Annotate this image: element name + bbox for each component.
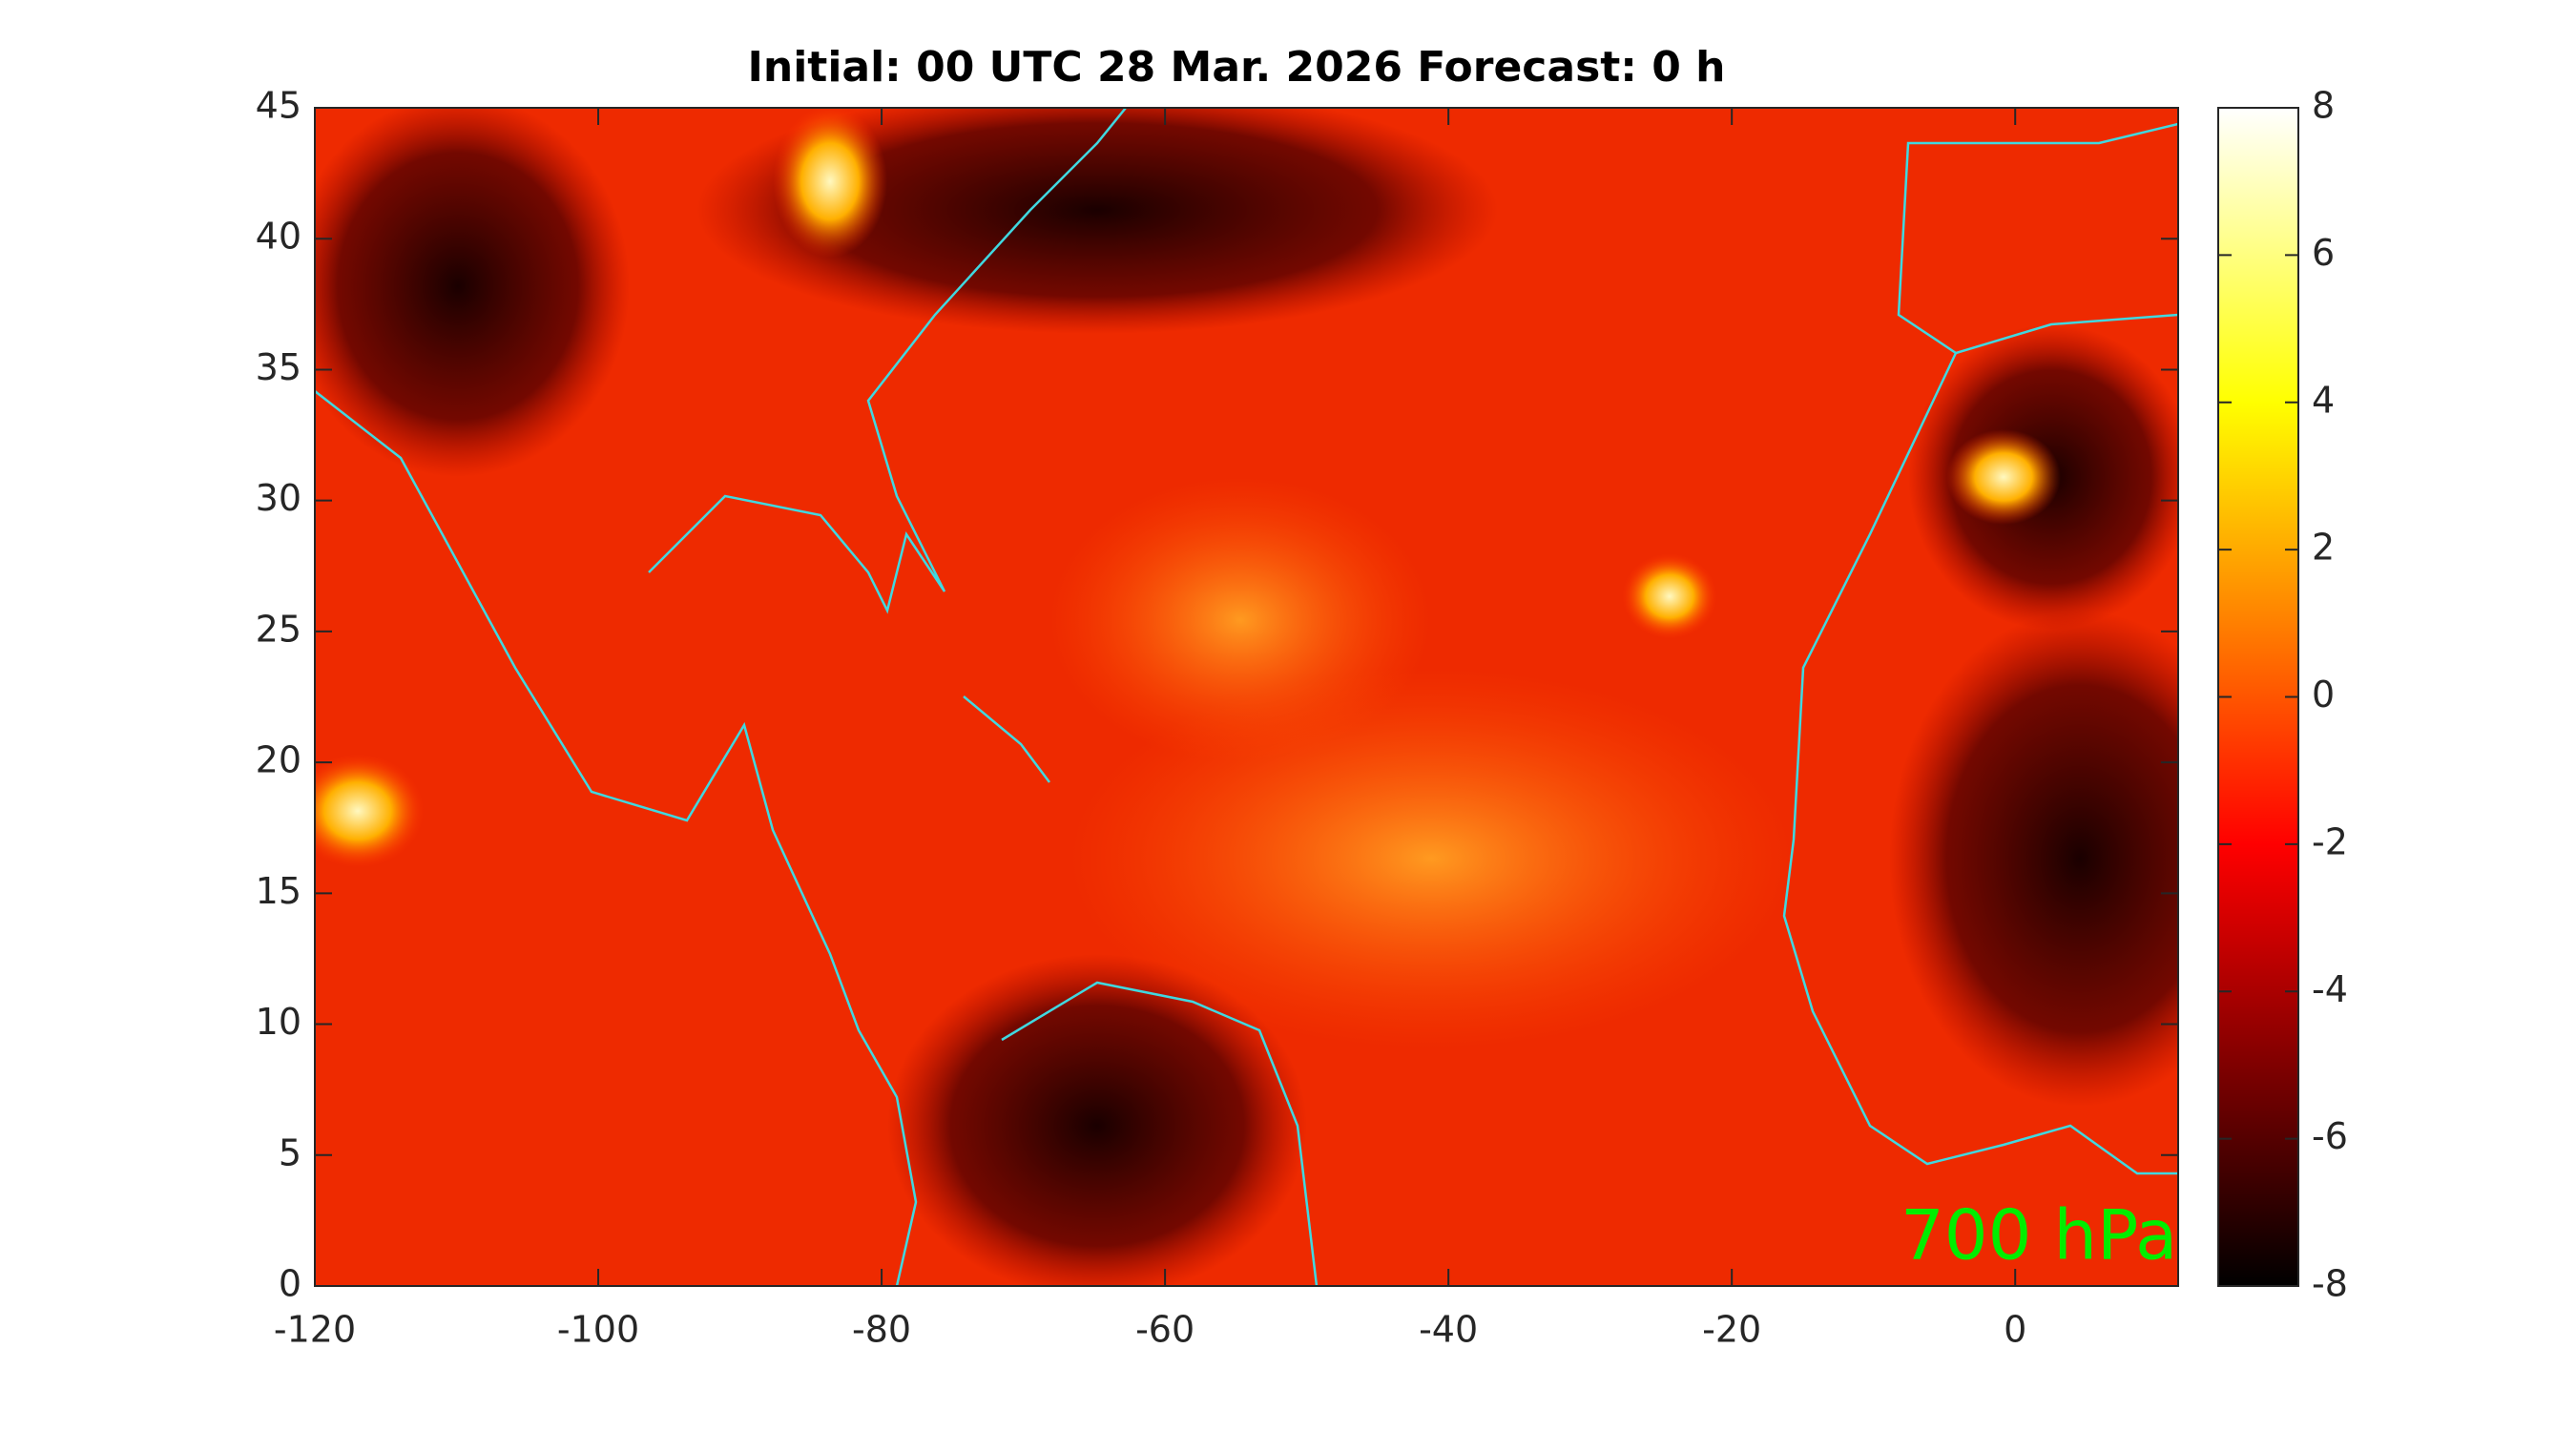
y-tick-label: 35 <box>256 346 301 388</box>
level-annotation: 700 hPa <box>1901 1195 2177 1275</box>
colorbar-tick-label: 4 <box>2312 379 2335 421</box>
chart-title: Initial: 00 UTC 28 Mar. 2026 Forecast: 0… <box>748 43 1726 92</box>
heatmap-field <box>315 108 2178 1286</box>
colorbar-tick-label: -8 <box>2312 1263 2348 1305</box>
y-tick-label: 45 <box>256 85 301 127</box>
y-tick-label: 25 <box>256 608 301 650</box>
y-tick-label: 10 <box>256 1001 301 1043</box>
colorbar-tick-label: 8 <box>2312 85 2335 127</box>
plot-frame <box>314 107 2179 1287</box>
colorbar-tick-label: 0 <box>2312 674 2335 716</box>
y-tick-label: 15 <box>256 870 301 912</box>
y-tick-label: 30 <box>256 477 301 519</box>
y-tick-label: 40 <box>256 216 301 258</box>
colorbar-tick-label: -6 <box>2312 1115 2348 1157</box>
y-tick-label: 20 <box>256 739 301 781</box>
colorbar-tick-label: -2 <box>2312 820 2348 862</box>
x-tick-label: -40 <box>1419 1309 1478 1351</box>
x-tick-label: -120 <box>274 1309 356 1351</box>
colorbar-tick-label: -4 <box>2312 968 2348 1010</box>
y-tick-label: 5 <box>279 1131 301 1173</box>
x-tick-label: 0 <box>2004 1309 2026 1351</box>
x-tick-label: -80 <box>852 1309 911 1351</box>
x-tick-label: -60 <box>1135 1309 1195 1351</box>
coastline <box>315 108 2178 1286</box>
colorbar-tick-label: 2 <box>2312 527 2335 569</box>
x-tick-label: -100 <box>557 1309 639 1351</box>
y-tick-label: 0 <box>279 1263 301 1305</box>
colorbar-tick-label: 6 <box>2312 232 2335 274</box>
x-tick-label: -20 <box>1702 1309 1761 1351</box>
